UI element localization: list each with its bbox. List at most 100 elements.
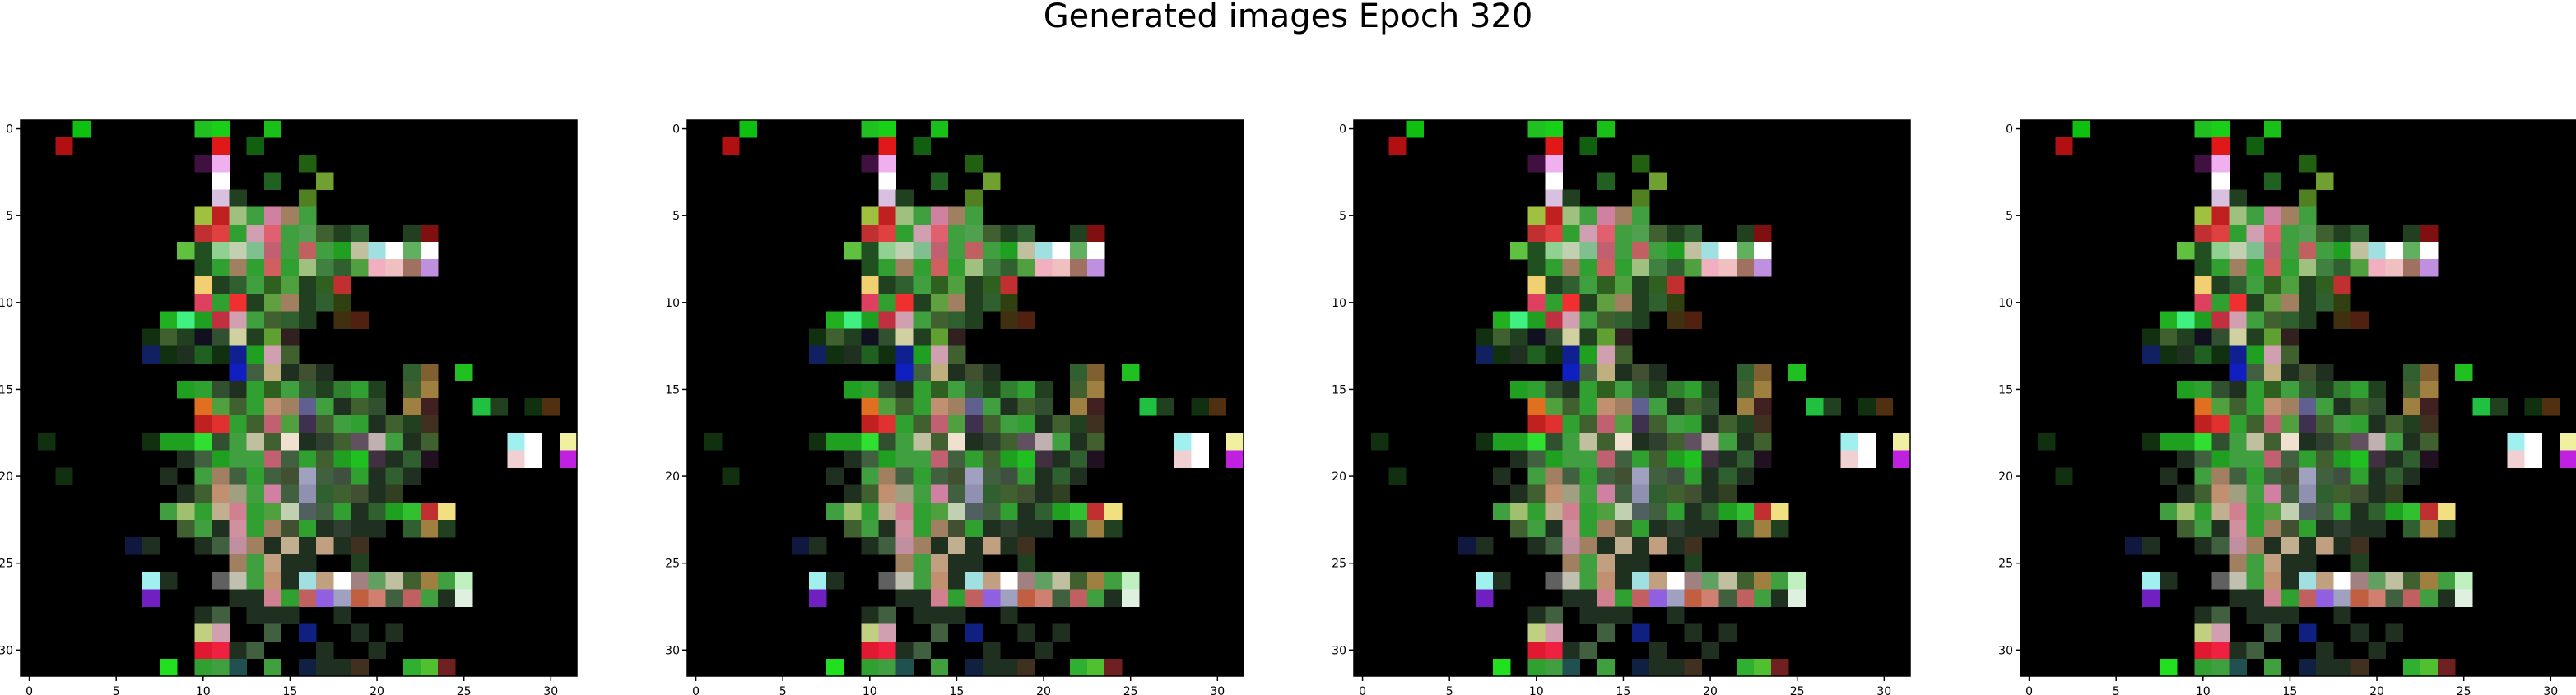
image-pixel	[983, 276, 1001, 294]
image-pixel	[2194, 502, 2212, 521]
image-pixel	[2438, 589, 2456, 607]
image-pixel	[402, 224, 421, 243]
image-pixel	[2263, 433, 2282, 451]
image-pixel	[333, 294, 351, 312]
image-pixel	[2507, 450, 2525, 468]
image-pixel	[2194, 206, 2212, 225]
image-pixel	[2316, 502, 2334, 521]
image-pixel	[861, 467, 879, 485]
image-pixel	[1632, 294, 1650, 312]
image-pixel	[2160, 572, 2178, 590]
image-pixel	[983, 415, 1001, 433]
image-pixel	[1597, 467, 1616, 485]
image-pixel	[2246, 537, 2265, 555]
image-pixel	[1562, 519, 1580, 538]
image-pixel	[229, 224, 247, 243]
image-pixel	[947, 572, 966, 590]
image-pixel	[1052, 467, 1071, 485]
image-pixel	[1667, 224, 1685, 243]
image-pixel	[844, 345, 862, 364]
image-pixel	[2402, 433, 2421, 451]
image-pixel	[281, 206, 300, 225]
image-pixel	[194, 276, 212, 294]
image-pixel	[1545, 641, 1563, 660]
image-pixel	[142, 345, 160, 364]
image-pixel	[2211, 450, 2230, 468]
image-pixel	[1753, 415, 1772, 433]
image-pixel	[2194, 467, 2212, 485]
image-pixel	[281, 311, 300, 329]
image-pixel	[194, 259, 212, 277]
image-pixel	[2263, 484, 2282, 503]
x-tick-label: 0	[1359, 685, 1366, 695]
image-pixel	[947, 537, 966, 555]
image-pixel	[913, 398, 932, 416]
image-pixel	[947, 345, 966, 364]
image-pixel	[1086, 433, 1105, 451]
image-pixel	[194, 606, 212, 624]
image-pixel	[1035, 519, 1053, 538]
image-pixel	[1649, 294, 1667, 312]
x-tick-label: 0	[2025, 685, 2033, 695]
image-pixel	[1718, 589, 1737, 607]
image-pixel	[385, 433, 404, 451]
image-pixel	[333, 502, 351, 521]
image-pixel	[1736, 502, 1755, 521]
image-pixel	[263, 172, 282, 190]
image-pixel	[559, 433, 578, 451]
image-pixel	[212, 433, 230, 451]
image-pixel	[1614, 276, 1633, 294]
image-pixel	[351, 502, 369, 521]
image-pixel	[983, 363, 1001, 382]
image-pixel	[1632, 380, 1650, 399]
image-pixel	[1597, 484, 1616, 503]
image-pixel	[2229, 328, 2247, 346]
image-pixel	[212, 641, 230, 660]
image-pixel	[1545, 519, 1563, 538]
image-pixel	[299, 276, 317, 294]
image-pixel	[2281, 433, 2299, 451]
image-pixel	[2194, 450, 2212, 468]
image-pixel	[1035, 572, 1053, 590]
image-pixel	[1597, 259, 1616, 277]
y-tick-label: 5	[672, 210, 680, 223]
image-pixel	[1458, 537, 1476, 555]
image-pixel	[212, 467, 230, 485]
image-pixel	[177, 450, 195, 468]
image-pixel	[299, 519, 317, 538]
image-pixel	[965, 467, 983, 485]
image-pixel	[2229, 415, 2247, 433]
image-pixel	[1614, 328, 1633, 346]
image-pixel	[2333, 537, 2351, 555]
x-tick-label: 15	[1616, 685, 1631, 695]
image-pixel	[983, 259, 1001, 277]
image-pixel	[246, 259, 265, 277]
image-pixel	[212, 155, 230, 173]
image-pixel	[1562, 398, 1580, 416]
image-pixel	[808, 589, 827, 607]
image-pixel	[2229, 467, 2247, 485]
image-pixel	[1614, 537, 1633, 555]
image-pixel	[212, 189, 230, 207]
image-pixel	[2281, 259, 2299, 277]
image-pixel	[246, 241, 265, 260]
image-pixel	[808, 537, 827, 555]
image-pixel	[194, 623, 212, 642]
image-pixel	[1684, 241, 1702, 260]
image-pixel	[385, 415, 404, 433]
image-pixel	[1684, 224, 1702, 243]
image-pixel	[1614, 554, 1633, 572]
image-pixel	[861, 450, 879, 468]
image-pixel	[878, 537, 896, 555]
image-pixel	[1225, 450, 1244, 468]
image-pixel	[246, 224, 265, 243]
image-pixel	[983, 502, 1001, 521]
image-pixel	[1753, 658, 1772, 677]
image-pixel	[2420, 519, 2439, 538]
image-pixel	[1052, 589, 1071, 607]
image-pixel	[299, 572, 317, 590]
image-pixel	[895, 433, 914, 451]
image-pixel	[2299, 484, 2317, 503]
image-pixel	[385, 467, 404, 485]
image-pixel	[1701, 259, 1719, 277]
